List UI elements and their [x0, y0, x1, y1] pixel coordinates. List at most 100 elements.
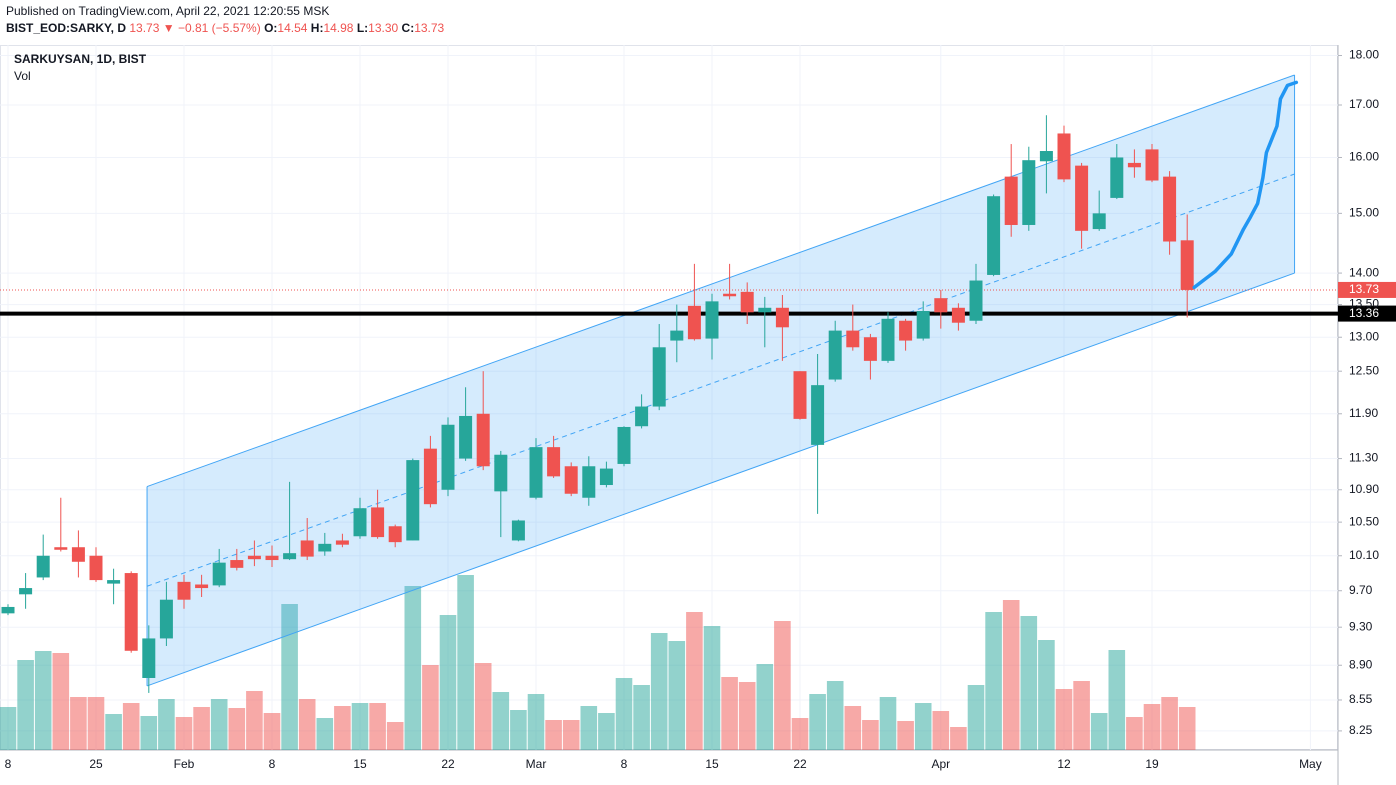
volume-bar: [122, 703, 140, 750]
volume-bar: [52, 653, 70, 750]
candle-body: [775, 307, 789, 328]
ohlc-label: O:: [264, 21, 277, 35]
candle-body: [564, 466, 578, 494]
volume-bar: [668, 641, 686, 750]
candle-body: [300, 540, 314, 557]
volume-bar: [844, 706, 862, 750]
candle-body: [177, 581, 191, 600]
volume-bar: [316, 718, 334, 750]
volume-bar: [580, 706, 598, 750]
volume-bar: [210, 699, 228, 750]
candle-body: [1145, 149, 1159, 181]
channel-lower: [146, 272, 1295, 687]
candle-body: [934, 298, 948, 313]
x-tick-label: 22: [441, 757, 455, 771]
x-tick-label: 25: [89, 757, 103, 771]
candle-body: [758, 307, 772, 313]
x-tick-label: 15: [353, 757, 367, 771]
candle-body: [969, 280, 983, 321]
ohlc-value: 14.54: [277, 21, 307, 35]
candle-body: [705, 301, 719, 339]
candle-body: [476, 413, 490, 467]
volume-bar: [351, 703, 369, 750]
y-tick-label: 18.00: [1349, 48, 1379, 62]
candle-body: [353, 508, 367, 537]
x-tick-label: Feb: [174, 757, 195, 771]
candle-body: [371, 507, 385, 538]
y-tick-label: 16.00: [1349, 150, 1379, 164]
candle-body: [406, 460, 420, 541]
candles: [1, 80, 1299, 693]
volume-bar: [404, 586, 422, 750]
volume-bar: [439, 615, 457, 750]
y-tick-label: 10.90: [1349, 482, 1379, 496]
channel-upper: [146, 74, 1295, 488]
volume-bar: [1038, 640, 1055, 750]
volume-bar: [34, 651, 52, 750]
volume-bar: [545, 720, 562, 750]
levels: 13.36 13.73: [0, 281, 1396, 322]
ohlc-label: L:: [357, 21, 368, 35]
candle-body: [19, 588, 33, 595]
y-tick-label: 12.50: [1349, 363, 1379, 377]
x-tick-label: 12: [1057, 757, 1071, 771]
candle-body: [617, 426, 631, 464]
candle-body: [863, 337, 877, 361]
volume-bar: [105, 714, 122, 750]
legend-symbol: SARKUYSAN, 1D, BIST: [14, 52, 147, 66]
ohlc-value: 13.30: [368, 21, 398, 35]
volume-bar: [298, 699, 316, 750]
candle-body: [582, 466, 596, 498]
volume-bar: [175, 717, 193, 750]
level-box: [1338, 305, 1396, 322]
volume-bar: [967, 685, 985, 750]
ohlc-value: 13.73: [414, 21, 444, 35]
volume-bar: [738, 682, 756, 750]
candle-body: [1110, 157, 1124, 198]
candle-body: [1, 606, 15, 614]
symbol-line: BIST_EOD:SARKY, D 13.73 ▼ −0.81 (−5.57%)…: [6, 21, 445, 35]
candle-body: [670, 330, 684, 341]
candle-body: [71, 547, 85, 562]
candle-body: [230, 560, 244, 568]
candle-body: [107, 580, 121, 584]
volume-bar: [650, 633, 668, 750]
candle-body: [54, 547, 68, 550]
volume-bar: [914, 703, 932, 750]
candle-body: [635, 406, 649, 427]
volume-bar: [263, 713, 281, 750]
x-tick-label: 19: [1145, 757, 1159, 771]
candle-body: [265, 555, 279, 561]
y-tick-label: 10.10: [1349, 548, 1379, 562]
volume-bar: [17, 660, 34, 750]
candle-body: [529, 447, 543, 498]
ohlc-label: H:: [311, 21, 324, 35]
volume-bar: [1055, 689, 1073, 750]
volume-bar: [457, 575, 474, 750]
volume-bar: [422, 665, 439, 750]
volume-bar: [474, 663, 492, 750]
candle-body: [318, 543, 332, 552]
candle-body: [511, 520, 525, 541]
candle-body: [212, 562, 226, 586]
volume-bar: [756, 664, 774, 750]
y-tick-label: 9.70: [1349, 583, 1373, 597]
y-tick-label: 11.30: [1349, 451, 1378, 465]
candle-body: [388, 526, 402, 543]
volume-bar: [703, 626, 721, 750]
candle-body: [89, 555, 103, 581]
price-label: 13.73: [1349, 282, 1379, 296]
candle-body: [811, 385, 825, 445]
candle-body: [1039, 151, 1053, 162]
price-box: [1338, 281, 1396, 298]
volume-bar: [897, 721, 914, 750]
candle-body: [723, 293, 737, 297]
arrow: ▼: [163, 21, 175, 35]
volume-bar: [158, 699, 175, 750]
x-tick-label: 22: [793, 757, 807, 771]
volume-bar: [369, 703, 386, 750]
candle-body: [124, 573, 138, 651]
candle-body: [599, 468, 613, 486]
volume-bar: [791, 718, 809, 750]
volume-bar: [1178, 707, 1196, 750]
